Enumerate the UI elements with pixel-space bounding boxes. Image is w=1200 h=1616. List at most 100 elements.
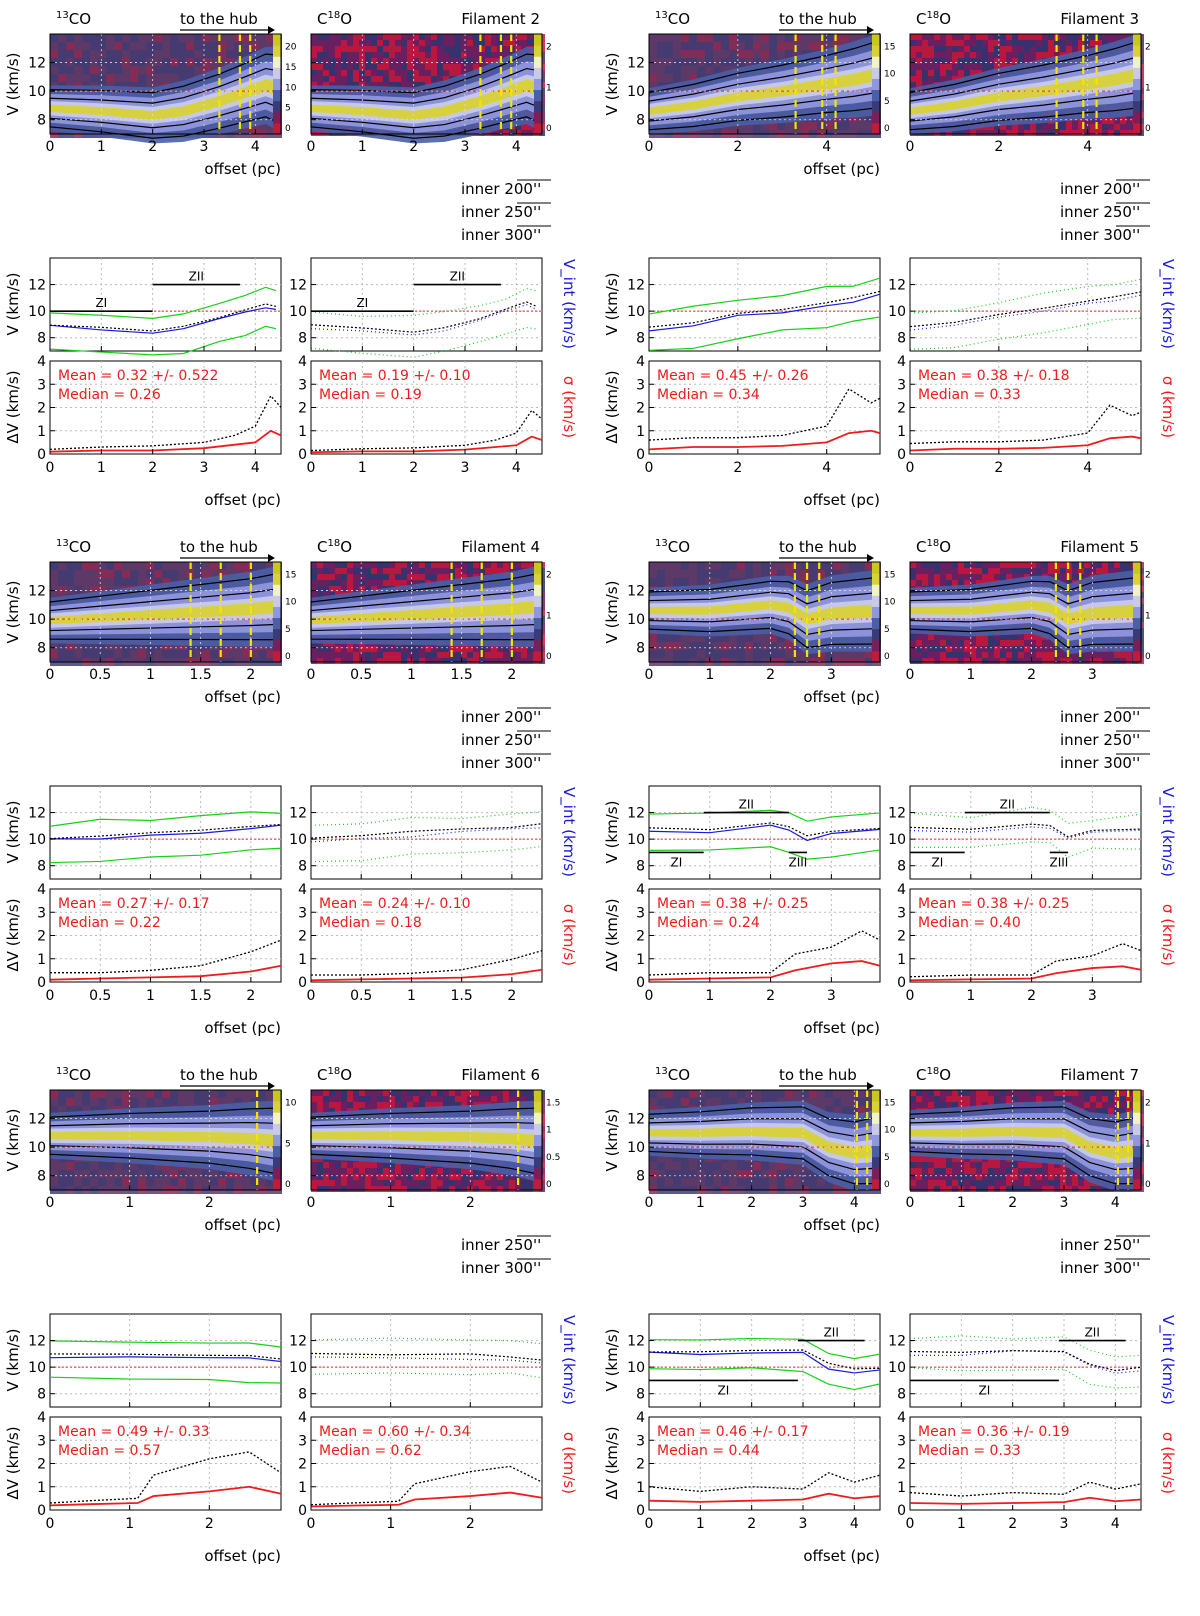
pv-noise-pixel bbox=[371, 82, 377, 88]
pv-noise-pixel bbox=[769, 50, 777, 58]
pv-noise-pixel bbox=[521, 658, 527, 664]
pv-noise-pixel bbox=[413, 76, 419, 82]
pv-noise-pixel bbox=[431, 40, 437, 46]
pv-noise-pixel bbox=[1030, 640, 1036, 646]
y-tick-label: 4 bbox=[636, 354, 645, 370]
pv-noise-pixel bbox=[461, 568, 467, 574]
pv-noise-pixel bbox=[90, 642, 98, 650]
vel-lower-edge bbox=[49, 325, 277, 356]
pv-noise-pixel bbox=[922, 64, 928, 70]
x-tick-label: 1 bbox=[97, 460, 106, 476]
pv-noise-pixel bbox=[461, 652, 467, 658]
zone-label: ZII bbox=[450, 270, 465, 284]
pv-noise-pixel bbox=[335, 82, 341, 88]
y-tick-label: 0 bbox=[37, 975, 46, 991]
colorbar-segment bbox=[872, 639, 880, 652]
pv-noise-pixel bbox=[106, 66, 114, 74]
pv-noise-pixel bbox=[1012, 646, 1018, 652]
pv-noise-pixel bbox=[98, 66, 106, 74]
x-tick-label: 0 bbox=[906, 460, 915, 476]
pv-noise-pixel bbox=[90, 586, 98, 594]
pv-noise-pixel bbox=[365, 586, 371, 592]
pv-noise-pixel bbox=[431, 64, 437, 70]
pv-noise-pixel bbox=[317, 568, 323, 574]
pv-noise-pixel bbox=[311, 46, 317, 52]
pv-noise-pixel bbox=[934, 640, 940, 646]
pv-noise-pixel bbox=[347, 580, 353, 586]
pv-noise-pixel bbox=[809, 570, 817, 578]
pv-noise-pixel bbox=[1108, 652, 1114, 658]
vel-lower-edge bbox=[909, 317, 1142, 350]
pv-noise-pixel bbox=[761, 122, 769, 130]
mean-annotation: Mean = 0.24 +/- 0.10 bbox=[319, 896, 471, 912]
pv-noise-pixel bbox=[940, 652, 946, 658]
pv-noise-pixel bbox=[825, 570, 833, 578]
pv-noise-pixel bbox=[389, 58, 395, 64]
pv-noise-pixel bbox=[665, 74, 673, 82]
x-tick-label: 4 bbox=[251, 460, 260, 476]
pv-noise-pixel bbox=[988, 58, 994, 64]
colorbar-segment bbox=[1133, 606, 1141, 619]
pv-noise-pixel bbox=[317, 586, 323, 592]
pv-noise-pixel bbox=[833, 562, 841, 570]
pv-noise-pixel bbox=[443, 646, 449, 652]
pv-noise-pixel bbox=[1012, 574, 1018, 580]
co13-label: 13CO bbox=[56, 538, 91, 556]
pv-noise-pixel bbox=[106, 74, 114, 82]
pv-noise-pixel bbox=[365, 64, 371, 70]
y-tick-label: 12 bbox=[627, 56, 645, 72]
pv-noise-pixel bbox=[335, 568, 341, 574]
pv-noise-pixel bbox=[114, 570, 122, 578]
pv-noise-pixel bbox=[801, 34, 809, 42]
y-tick-label: 8 bbox=[37, 641, 46, 657]
pv-noise-pixel bbox=[437, 646, 443, 652]
vint-axis-label: V_int (km/s) bbox=[559, 787, 578, 877]
pv-noise-pixel bbox=[1108, 118, 1114, 124]
pv-noise-pixel bbox=[317, 46, 323, 52]
pv-noise-pixel bbox=[958, 580, 964, 586]
pv-noise-pixel bbox=[721, 562, 729, 570]
pv-noise-pixel bbox=[1048, 658, 1054, 664]
pv-noise-pixel bbox=[461, 562, 467, 568]
pv-noise-pixel bbox=[946, 46, 952, 52]
pv-noise-pixel bbox=[491, 52, 497, 58]
pv-noise-pixel bbox=[395, 64, 401, 70]
pv-noise-pixel bbox=[689, 578, 697, 586]
pv-noise-pixel bbox=[401, 82, 407, 88]
pv-noise-pixel bbox=[705, 42, 713, 50]
pv-noise-pixel bbox=[353, 76, 359, 82]
pv-noise-pixel bbox=[681, 58, 689, 66]
pv-noise-pixel bbox=[745, 50, 753, 58]
pv-noise-pixel bbox=[359, 64, 365, 70]
pv-noise-pixel bbox=[705, 34, 713, 42]
mean-annotation: Mean = 0.38 +/- 0.25 bbox=[657, 896, 809, 912]
pv-noise-pixel bbox=[928, 70, 934, 76]
y-tick-label: 12 bbox=[28, 56, 46, 72]
pv-noise-pixel bbox=[443, 34, 449, 40]
pv-noise-pixel bbox=[673, 74, 681, 82]
pv-noise-pixel bbox=[407, 82, 413, 88]
pv-noise-pixel bbox=[769, 642, 777, 650]
pv-noise-pixel bbox=[178, 642, 186, 650]
colorbar-segment bbox=[1133, 562, 1141, 574]
pv-noise-pixel bbox=[485, 40, 491, 46]
pv-noise-pixel bbox=[649, 634, 657, 642]
pv-noise-pixel bbox=[946, 70, 952, 76]
pv-noise-pixel bbox=[425, 58, 431, 64]
y-tick-label: 12 bbox=[289, 278, 307, 294]
pv-noise-pixel bbox=[473, 46, 479, 52]
pv-noise-pixel bbox=[407, 562, 413, 568]
offset-axis-label: offset (pc) bbox=[204, 160, 281, 178]
pv-noise-pixel bbox=[928, 76, 934, 82]
pv-noise-pixel bbox=[407, 52, 413, 58]
pv-noise-pixel bbox=[401, 574, 407, 580]
pv-noise-pixel bbox=[958, 64, 964, 70]
pv-noise-pixel bbox=[1120, 130, 1126, 136]
x-tick-label: 0 bbox=[906, 139, 915, 155]
pv-noise-pixel bbox=[1024, 640, 1030, 646]
colorbar-segment bbox=[872, 606, 880, 619]
pv-noise-pixel bbox=[721, 58, 729, 66]
pv-noise-pixel bbox=[1000, 46, 1006, 52]
inner-radius-label: inner 200'' bbox=[1060, 180, 1140, 198]
colorbar-segment bbox=[534, 122, 542, 135]
